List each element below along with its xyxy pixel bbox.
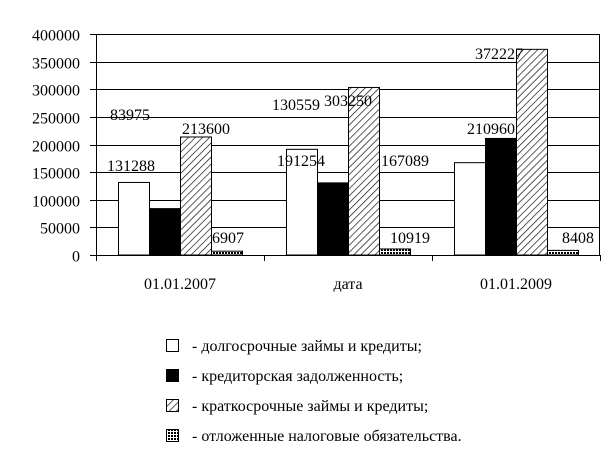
data-label: 130559 (272, 97, 320, 114)
data-label: 6907 (212, 230, 244, 247)
legend: - долгосрочные займы и кредиты; - кредито… (166, 338, 462, 445)
y-tick-label: 200000 (32, 139, 80, 156)
bar (516, 48, 548, 256)
bar (454, 162, 486, 256)
bar (286, 148, 318, 256)
data-label: 191254 (277, 153, 325, 170)
y-tick-label: 0 (72, 249, 80, 266)
legend-entry: - долгосрочные займы и кредиты; (192, 338, 422, 355)
x-tick-label: 01.01.2009 (480, 276, 552, 293)
legend-entry: - отложенные налоговые обязательства. (192, 428, 462, 445)
bar (180, 136, 212, 256)
data-label: 131288 (107, 158, 155, 175)
data-label: 372227 (475, 46, 523, 63)
legend-entry: - кредиторская задолженность; (192, 368, 403, 385)
legend-swatch (166, 369, 179, 382)
data-label: 213600 (182, 121, 230, 138)
bar (118, 181, 150, 256)
data-label: 210960 (467, 121, 515, 138)
legend-swatch (166, 339, 179, 352)
bar (317, 182, 349, 256)
axes: 0 50000 100000 150000 200000 250000 300000 3500… (32, 28, 601, 293)
y-tick-label: 150000 (32, 166, 80, 183)
y-tick-label: 50000 (40, 221, 80, 238)
legend-swatch (166, 399, 179, 412)
bar (149, 208, 181, 256)
y-tick-label: 300000 (32, 83, 80, 100)
data-label: 83975 (110, 107, 150, 124)
data-label: 303250 (324, 93, 372, 110)
data-label: 8408 (562, 230, 594, 247)
legend-swatch (166, 429, 179, 442)
bar (485, 137, 517, 256)
data-label: 10919 (390, 230, 430, 247)
bar (547, 249, 579, 256)
bar (211, 250, 243, 256)
data-labels: 131288 83975 213600 6907 191254 130559 303250 1… (107, 46, 594, 247)
bars (118, 48, 579, 256)
x-tick-label: дата (333, 276, 362, 293)
data-label: 167089 (381, 153, 429, 170)
x-tick-label: 01.01.2007 (144, 276, 216, 293)
bar (348, 86, 380, 256)
y-tick-label: 350000 (32, 56, 80, 73)
y-tick-label: 400000 (32, 28, 80, 45)
y-tick-label: 250000 (32, 111, 80, 128)
legend-entry: - краткосрочные займы и кредиты; (192, 398, 428, 415)
bar (379, 248, 411, 256)
y-tick-label: 100000 (32, 194, 80, 211)
